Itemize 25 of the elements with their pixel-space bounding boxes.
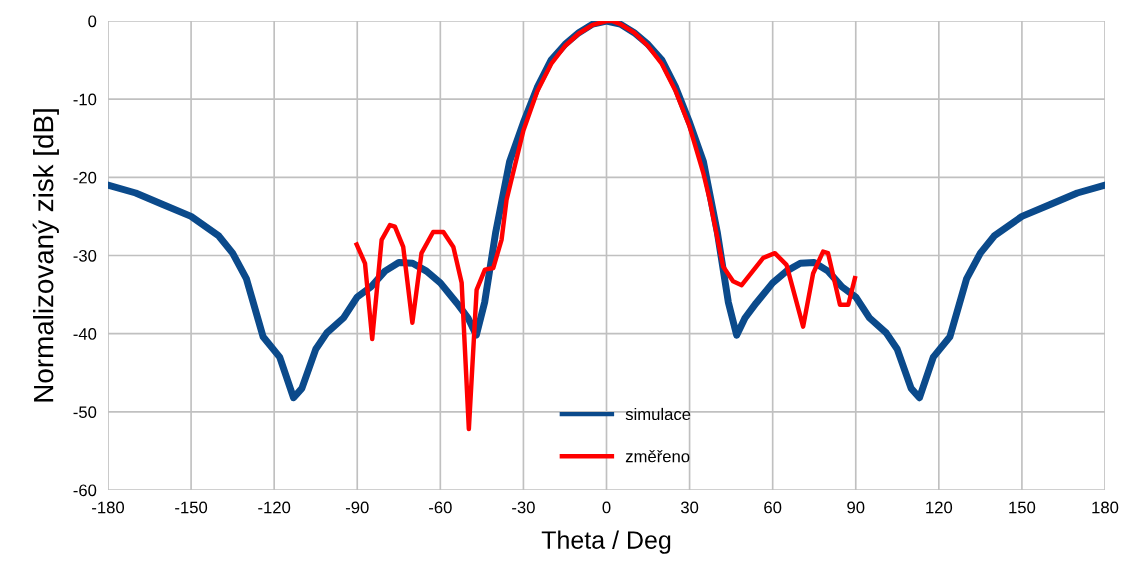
legend-label: změřeno [625,450,690,463]
y-tick-label: 0 [88,15,97,28]
y-tick-label: -10 [73,93,97,106]
x-tick-label: 60 [764,501,782,514]
line-series [354,21,858,432]
x-tick-label: 120 [926,501,953,514]
x-tick-label: -120 [258,501,291,514]
x-tick-label: -90 [345,501,369,514]
y-tick-label: -50 [73,406,97,419]
y-tick-label: -40 [73,328,97,340]
y-tick-label: -60 [73,484,97,497]
legend-label: simulace [625,407,691,421]
x-tick-label: -60 [429,501,452,514]
x-tick-label: -150 [175,501,208,514]
y-tick-label: -20 [73,171,97,184]
x-tick-label: -180 [92,501,125,514]
x-tick-label: 0 [602,501,611,514]
y-axis-title: Normalizovaný zisk [dB] [32,109,59,402]
x-tick-label: 30 [680,501,699,514]
x-tick-label: 90 [847,501,865,514]
x-tick-label: 150 [1009,501,1036,514]
x-tick-label: 180 [1092,501,1119,514]
x-axis-title: Theta / Deg [541,530,671,554]
x-tick-label: -30 [512,501,535,514]
y-tick-label: -30 [73,249,97,262]
